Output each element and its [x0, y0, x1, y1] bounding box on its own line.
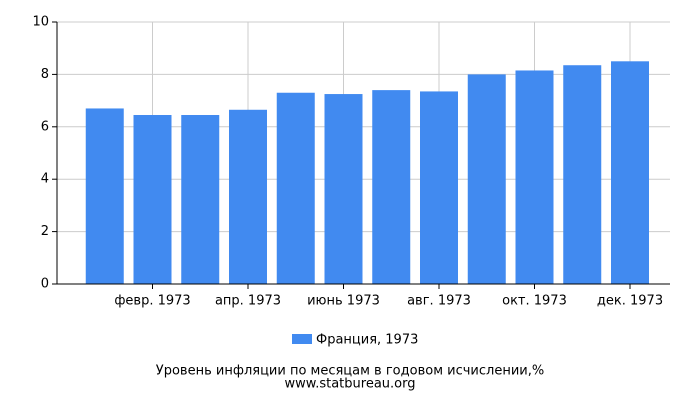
- legend-label: Франция, 1973: [316, 333, 418, 348]
- bar: [467, 74, 506, 285]
- bar: [181, 115, 220, 284]
- bar: [420, 91, 458, 285]
- legend-swatch: [292, 334, 312, 344]
- x-tick-label: апр. 1973: [215, 294, 281, 309]
- bar: [563, 65, 602, 284]
- y-tick-label: 10: [32, 15, 49, 30]
- x-tick-label: окт. 1973: [502, 294, 567, 309]
- bar: [611, 61, 649, 284]
- bar: [372, 90, 411, 285]
- bar: [229, 109, 267, 285]
- y-tick-label: 6: [41, 119, 49, 134]
- bar: [133, 115, 172, 284]
- y-tick-label: 8: [41, 67, 49, 82]
- chart-subtitle: www.statbureau.org: [285, 377, 416, 392]
- x-tick-label: июнь 1973: [307, 294, 380, 309]
- x-tick-label: авг. 1973: [407, 294, 471, 309]
- bar: [515, 70, 554, 284]
- x-tick-label: февр. 1973: [114, 294, 190, 309]
- bar: [324, 94, 363, 284]
- y-tick-label: 4: [41, 172, 49, 187]
- chart-title: Уровень инфляции по месяцам в годовом ис…: [156, 364, 544, 379]
- y-tick-label: 0: [41, 277, 49, 292]
- x-tick-label: дек. 1973: [597, 294, 663, 309]
- bar: [276, 92, 315, 285]
- y-tick-label: 2: [41, 224, 49, 239]
- bar: [85, 108, 124, 285]
